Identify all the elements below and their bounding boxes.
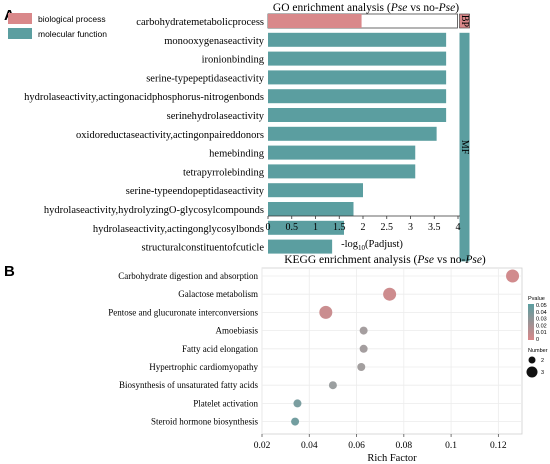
go-group-strips: BP MF	[459, 13, 470, 262]
kegg-grid	[261, 268, 522, 434]
go-category-label: hemebinding	[209, 149, 265, 160]
number-legend-label-3: 3	[541, 370, 544, 376]
go-x-tick-label: 4	[456, 222, 461, 233]
number-legend: Number 2 3	[526, 348, 548, 378]
kegg-x-axis: 0.02 0.04 0.06 0.08 0.1 0.12	[254, 434, 507, 451]
go-category-label: tetrapyrrolebinding	[183, 167, 265, 178]
go-group-strip-mf	[459, 32, 470, 262]
go-bar	[268, 108, 447, 122]
go-category-label: carbohydratemetabolicprocess	[136, 17, 264, 28]
kegg-x-tick-label: 0.04	[301, 441, 318, 451]
go-category-label: hydrolaseactivity,hydrolyzingO-glycosylc…	[44, 205, 264, 216]
legend-label-biological-process: biological process	[38, 14, 106, 24]
pvalue-legend: Pvalue 0.050.040.030.020.010	[528, 296, 547, 343]
kegg-point	[319, 305, 333, 319]
go-bar	[268, 239, 333, 254]
kegg-x-tick-label: 0.06	[348, 441, 365, 451]
go-x-tick-label: 2.5	[381, 222, 394, 233]
pvalue-tick-label: 0.03	[536, 317, 547, 323]
go-x-tick-label: 3.5	[428, 222, 441, 233]
number-legend-dot-3	[526, 366, 538, 378]
go-bar	[268, 32, 447, 47]
number-legend-title: Number	[528, 348, 548, 354]
go-x-tick-label: 2	[361, 222, 366, 233]
go-bar	[268, 126, 437, 141]
go-enrichment-chart: GO enrichment analysis (Pse vs no-Pse) b…	[8, 2, 470, 262]
go-category-label: serinehydrolaseactivity	[167, 111, 265, 122]
go-category-label: monooxygenaseactivity	[164, 36, 264, 47]
kegg-category-label: Biosynthesis of unsaturated fatty acids	[119, 380, 258, 390]
go-x-tick-label: 0.5	[286, 222, 299, 233]
legend-label-molecular-function: molecular function	[38, 29, 107, 39]
pvalue-legend-title: Pvalue	[528, 296, 545, 302]
number-legend-label-2: 2	[541, 358, 544, 364]
go-category-label: hydrolaseactivity,actingonacidphosphorus…	[24, 92, 264, 103]
kegg-points	[291, 269, 520, 426]
go-bar	[268, 89, 447, 104]
kegg-category-label: Galactose metabolism	[178, 289, 258, 299]
go-x-tick-label: 3	[408, 222, 413, 233]
go-bars	[267, 13, 458, 254]
kegg-point	[359, 344, 368, 353]
kegg-category-label: Platelet activation	[193, 398, 258, 408]
pvalue-colorbar	[528, 304, 534, 340]
pvalue-tick-label: 0.04	[536, 310, 547, 316]
kegg-chart-title: KEGG enrichment analysis (Pse vs no-Pse)	[284, 254, 486, 266]
kegg-point	[328, 381, 337, 390]
kegg-point	[293, 399, 302, 408]
go-bar	[268, 14, 362, 28]
go-bar	[268, 183, 363, 198]
go-x-tick-label: 1	[313, 222, 318, 233]
go-bar	[268, 202, 354, 216]
kegg-category-label: Pentose and glucuronate interconversions	[108, 307, 258, 317]
legend-swatch-molecular-function	[8, 28, 32, 39]
kegg-point	[359, 326, 368, 335]
go-group-strip-bp	[459, 13, 470, 29]
panel-b-letter: B	[4, 263, 15, 280]
kegg-point	[357, 363, 366, 371]
go-category-labels: carbohydratemetabolicprocess monooxygenas…	[24, 17, 265, 254]
kegg-category-label: Carbohydrate digestion and absorption	[118, 271, 258, 281]
go-group-label-mf: MF	[459, 140, 470, 155]
go-bar	[268, 220, 344, 235]
kegg-category-label: Steroid hormone biosynthesis	[151, 417, 258, 427]
go-x-axis-label: -log10(Padjust)	[341, 239, 403, 252]
kegg-x-tick-label: 0.1	[445, 441, 457, 451]
kegg-x-tick-label: 0.12	[490, 441, 507, 451]
go-group-label-bp: BP	[459, 15, 470, 28]
go-category-label: oxidoreductaseactivity,actingonpaireddon…	[76, 130, 264, 141]
kegg-x-axis-label: Rich Factor	[367, 453, 417, 464]
go-x-tick-label: 0	[266, 222, 271, 233]
kegg-enrichment-chart: KEGG enrichment analysis (Pse vs no-Pse)…	[108, 254, 547, 464]
go-category-label: serine-typepeptidaseactivity	[146, 73, 265, 84]
go-category-label: ironionbinding	[202, 55, 265, 66]
go-category-label: structuralconstituentofcuticle	[142, 243, 265, 254]
go-bar	[268, 51, 447, 66]
go-x-axis: 0 0.5 1 1.5 2 2.5 3 3.5 4	[266, 215, 461, 233]
go-bar	[268, 145, 416, 160]
pvalue-tick-label: 0.02	[536, 323, 547, 329]
kegg-category-label: Fatty acid elongation	[182, 344, 258, 354]
go-category-label: serine-typeendopeptidaseactivity	[126, 186, 265, 197]
pvalue-tick-label: 0	[536, 337, 539, 343]
go-legend: biological process molecular function	[8, 13, 107, 39]
kegg-category-label: Amoebiasis	[216, 326, 259, 336]
kegg-x-tick-label: 0.08	[396, 441, 413, 451]
legend-swatch-biological-process	[8, 13, 32, 24]
pvalue-tick-label: 0.05	[536, 303, 547, 309]
kegg-point	[383, 287, 397, 301]
kegg-category-label: Hypertrophic cardiomyopathy	[149, 362, 258, 372]
go-x-tick-label: 1.5	[333, 222, 346, 233]
go-bar	[268, 70, 447, 85]
go-category-label: hydrolaseactivity,actingonglycosylbonds	[93, 224, 264, 235]
go-chart-title: GO enrichment analysis (Pse vs no-Pse)	[273, 2, 459, 14]
kegg-point	[291, 417, 300, 426]
pvalue-tick-label: 0.01	[536, 330, 547, 336]
kegg-x-tick-label: 0.02	[254, 441, 271, 451]
number-legend-dot-2	[528, 356, 536, 364]
kegg-category-labels: Carbohydrate digestion and absorption Gal…	[108, 271, 258, 427]
kegg-point	[506, 269, 520, 283]
go-bar	[268, 164, 416, 179]
